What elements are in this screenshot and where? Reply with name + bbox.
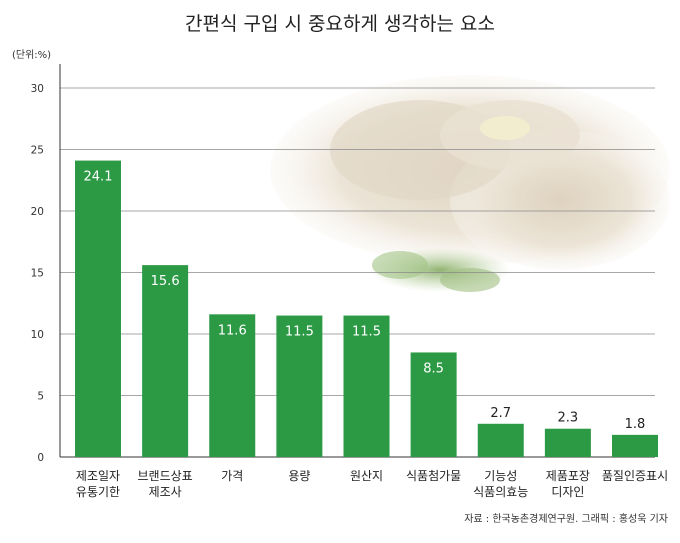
bar — [142, 265, 189, 457]
y-tick-label: 30 — [31, 83, 44, 95]
x-tick-label: 용량 — [288, 469, 310, 483]
bar — [410, 352, 457, 457]
value-label: 24.1 — [84, 170, 113, 185]
y-tick-label: 0 — [37, 452, 44, 464]
x-category-label: 품질인증표시 — [602, 469, 668, 483]
sandwich-photo — [270, 75, 670, 292]
x-category-label: 원산지 — [350, 469, 383, 483]
x-tick-label: 식품의효능 — [473, 485, 528, 499]
bar — [209, 314, 256, 457]
x-tick-label: 품질인증표시 — [602, 469, 668, 483]
value-label: 11.6 — [218, 323, 247, 338]
value-labels: 24.1 15.6 11.6 11.5 11.5 8.5 2.7 2.3 1.8 — [84, 170, 646, 432]
bar — [612, 434, 658, 457]
bar — [75, 160, 121, 457]
x-tick-label: 원산지 — [350, 469, 383, 483]
value-label: 11.5 — [285, 325, 314, 340]
x-tick-label: 제품포장 — [546, 469, 590, 483]
value-label: 2.7 — [490, 406, 511, 421]
value-label: 1.8 — [625, 417, 646, 432]
unit-label: (단위:%) — [12, 48, 51, 61]
x-tick-label: 식품첨가물 — [406, 469, 461, 483]
x-tick-label: 디자인 — [551, 485, 584, 499]
source-credit: 자료 : 한국농촌경제연구원. 그래픽 : 홍성욱 기자 — [464, 512, 668, 525]
bar — [544, 428, 591, 457]
y-tick-label: 10 — [31, 329, 44, 341]
y-tick-label: 20 — [31, 206, 44, 218]
bars — [75, 160, 658, 457]
y-tick-label: 15 — [31, 268, 44, 280]
chart-title: 간편식 구입 시 중요하게 생각하는 요소 — [185, 13, 495, 35]
x-tick-label: 유통기한 — [76, 485, 120, 499]
y-tick-label: 25 — [31, 145, 44, 157]
value-label: 2.3 — [558, 411, 579, 426]
value-label: 8.5 — [423, 361, 444, 376]
bar — [276, 315, 323, 457]
x-tick-label: 브랜드상표 — [138, 469, 193, 483]
bar — [477, 423, 524, 457]
y-tick-label: 5 — [37, 391, 44, 403]
x-tick-label: 제조일자 — [76, 469, 120, 483]
x-tick-label: 기능성 — [484, 469, 517, 483]
x-tick-label: 가격 — [221, 469, 243, 483]
x-category-label: 용량 — [288, 469, 310, 483]
value-label: 15.6 — [151, 274, 180, 289]
x-tick-label: 제조사 — [149, 485, 182, 499]
x-category-label: 식품첨가물 — [406, 469, 461, 483]
x-category-label: 가격 — [221, 469, 243, 483]
value-label: 11.5 — [352, 325, 381, 340]
bar — [343, 315, 390, 457]
y-axis-ticks: 0 5 10 15 20 25 30 — [31, 83, 44, 464]
